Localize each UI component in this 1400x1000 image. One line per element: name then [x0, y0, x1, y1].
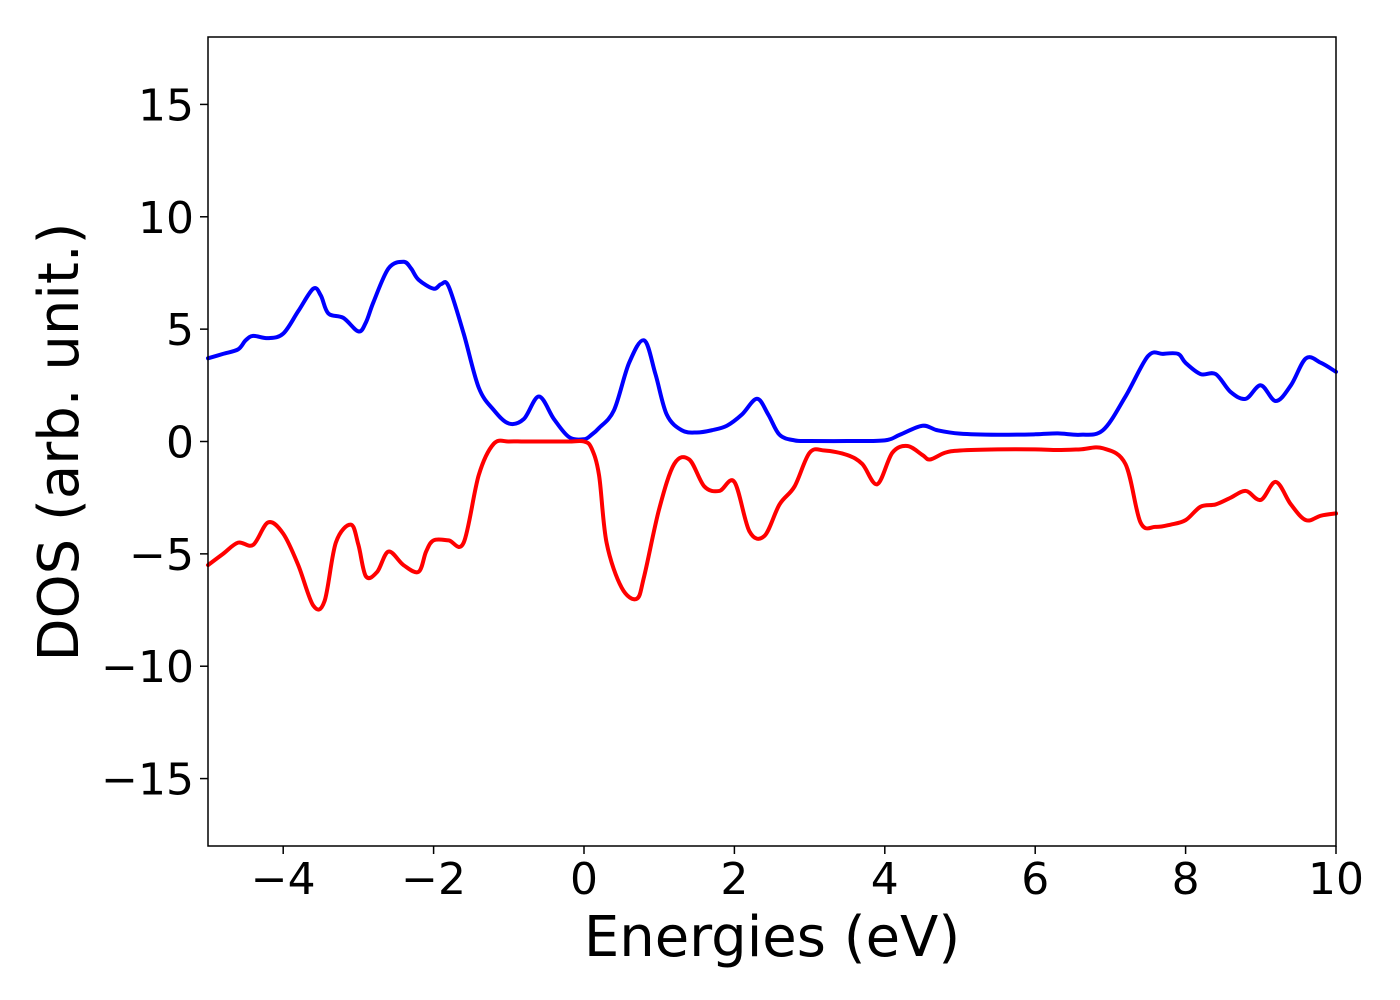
x-tick-label: 6: [1021, 854, 1049, 905]
series-layer: [206, 259, 1338, 612]
y-tick-label: −5: [129, 530, 194, 581]
series-line-blue: [206, 259, 1338, 444]
y-tick-label: −10: [101, 642, 194, 693]
y-tick-label: 10: [138, 193, 194, 244]
x-tick-label: 0: [570, 854, 598, 905]
x-tick-label: 8: [1172, 854, 1200, 905]
x-tick-label: −4: [251, 854, 316, 905]
x-tick-label: 10: [1308, 854, 1364, 905]
x-tick-label: 4: [871, 854, 899, 905]
y-tick-label: 15: [138, 80, 194, 131]
series-line-red: [206, 438, 1338, 612]
x-axis: −4 −2 0 2 4 6 8 10: [251, 846, 1364, 905]
y-tick-label: 5: [166, 305, 194, 356]
y-axis-label: DOS (arb. unit.): [27, 222, 92, 661]
x-tick-label: 2: [720, 854, 748, 905]
y-axis: 15 10 5 0 −5 −10 −15: [101, 80, 208, 806]
y-tick-label: −15: [101, 755, 194, 806]
x-axis-label: Energies (eV): [584, 905, 960, 970]
x-tick-label: −2: [401, 854, 466, 905]
y-tick-label: 0: [166, 418, 194, 469]
